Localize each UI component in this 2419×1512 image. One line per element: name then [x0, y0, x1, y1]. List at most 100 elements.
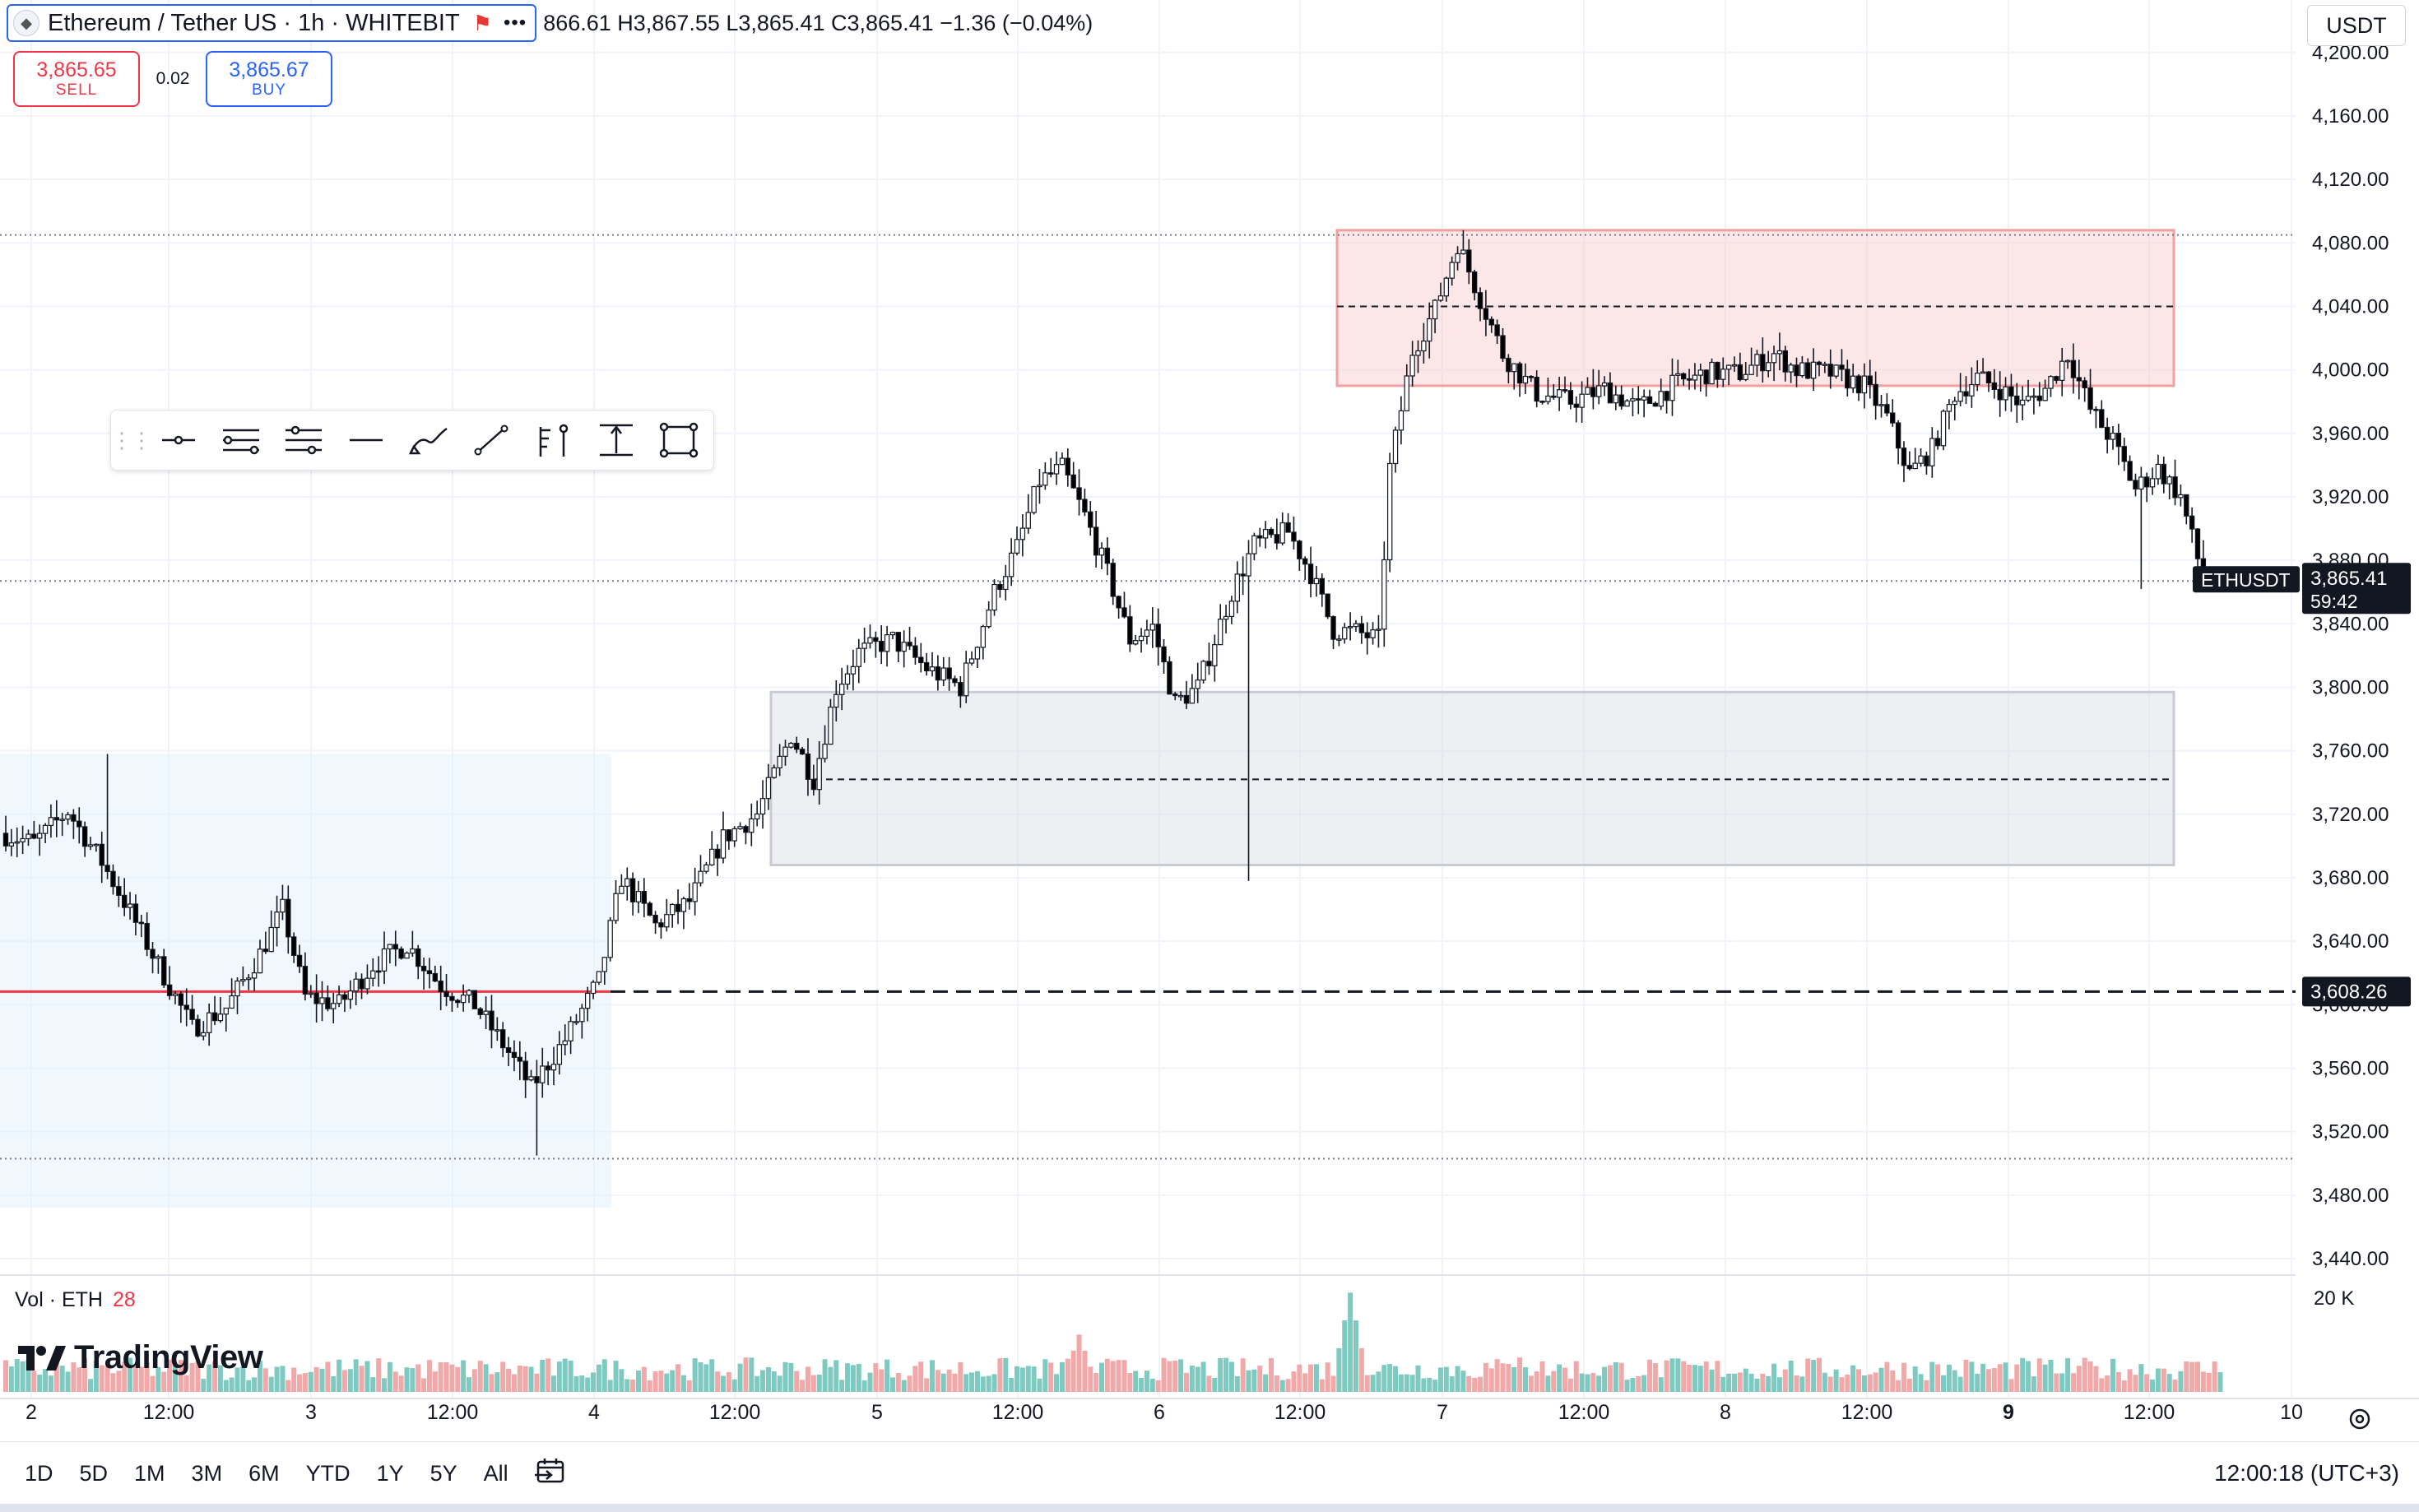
candle-body — [568, 1021, 573, 1041]
flag-icon[interactable]: ⚑ — [472, 10, 492, 35]
horizontal-line-icon[interactable] — [335, 410, 397, 470]
candle — [1709, 358, 1715, 385]
sell-button[interactable]: 3,865.65 SELL — [13, 51, 140, 107]
volume-bar — [1218, 1357, 1223, 1392]
range-all[interactable]: All — [483, 1460, 508, 1486]
brush-icon[interactable] — [397, 410, 460, 470]
candle-body — [986, 610, 991, 628]
settings-gear-icon[interactable] — [2349, 1408, 2370, 1430]
candle — [331, 992, 337, 1024]
volume-bar — [1223, 1357, 1229, 1392]
candle — [1551, 383, 1557, 400]
candle-body — [2025, 396, 2031, 401]
volume-bar — [760, 1370, 766, 1392]
candle-body — [1404, 375, 1409, 412]
volume-bar — [2026, 1361, 2031, 1392]
range-5y[interactable]: 5Y — [429, 1460, 457, 1486]
candle — [777, 744, 782, 777]
candle — [861, 627, 867, 663]
buy-label: BUY — [251, 81, 287, 99]
candle — [483, 996, 489, 1029]
candle — [1404, 364, 1409, 412]
volume-bar — [2200, 1371, 2206, 1392]
candle — [731, 826, 737, 847]
candle-body — [48, 817, 54, 826]
candle — [556, 1031, 563, 1075]
candle-body — [2042, 387, 2048, 401]
range-1y[interactable]: 1Y — [376, 1460, 404, 1486]
volume-bar — [82, 1357, 88, 1392]
range-3m[interactable]: 3M — [191, 1460, 223, 1486]
volume-bar — [1884, 1361, 1890, 1392]
currency-selector[interactable]: USDT — [2307, 5, 2406, 46]
candle-body — [997, 583, 1003, 591]
candle — [1646, 389, 1653, 405]
candle — [1257, 527, 1263, 547]
candle — [1884, 393, 1890, 417]
candle — [471, 990, 478, 1009]
clock[interactable]: 12:00:18 (UTC+3) — [2214, 1460, 2399, 1486]
price-tick: 3,720.00 — [2312, 804, 2389, 826]
candle-body — [223, 1007, 229, 1015]
trend-line-icon[interactable] — [460, 410, 522, 470]
rectangle-icon[interactable] — [648, 410, 710, 470]
time-axis: 2 12:00 3 12:00 4 12:00 5 12:00 6 12:00 7 12:00 8 12:… — [0, 1398, 2419, 1430]
price-tick: 3,640.00 — [2312, 930, 2389, 953]
price-range-icon[interactable] — [585, 410, 648, 470]
candle — [280, 884, 286, 921]
candle-body — [901, 642, 907, 652]
candle-body — [873, 637, 879, 642]
candle-body — [1522, 375, 1529, 384]
price-tick: 3,760.00 — [2312, 740, 2389, 763]
volume-bar — [907, 1375, 912, 1392]
fib-retracement-icon[interactable] — [272, 410, 335, 470]
volume-bar — [347, 1369, 353, 1392]
symbol-selector[interactable]: ◆ Ethereum / Tether US · 1h · WHITEBIT ⚑… — [7, 4, 537, 42]
candle-body — [1918, 455, 1924, 464]
drag-handle-icon[interactable]: ⋮⋮ — [111, 427, 152, 452]
candle-body — [2144, 476, 2150, 488]
candle-body — [206, 1012, 212, 1033]
volume-bar — [1776, 1377, 1782, 1392]
volume-bar — [1669, 1358, 1675, 1392]
candle — [1161, 638, 1167, 674]
candle-body — [709, 848, 715, 865]
volume-bar — [1997, 1364, 2003, 1392]
tradingview-logo[interactable]: TradingView — [16, 1339, 263, 1376]
candle — [2054, 375, 2059, 384]
more-icon[interactable]: ••• — [503, 12, 527, 34]
volume-bar — [1692, 1365, 1697, 1392]
candle-body — [2036, 395, 2042, 401]
volume-bar — [867, 1372, 873, 1392]
volume-bar — [471, 1369, 477, 1392]
range-1m[interactable]: 1M — [134, 1460, 165, 1486]
volume-bar — [2138, 1364, 2144, 1392]
date-range-icon[interactable] — [522, 1457, 581, 1491]
volume-bar — [1099, 1362, 1105, 1392]
candle-body — [2093, 408, 2099, 411]
candle — [635, 880, 642, 913]
range-5d[interactable]: 5D — [79, 1460, 109, 1486]
volume-bar — [991, 1374, 997, 1392]
candle-body — [183, 1004, 189, 1010]
candle-body — [1251, 535, 1257, 554]
candle — [1788, 362, 1794, 383]
range-ytd[interactable]: YTD — [305, 1460, 351, 1486]
candle — [156, 954, 161, 974]
candle-body — [680, 897, 687, 912]
candle — [432, 965, 439, 983]
buy-button[interactable]: 3,865.67 BUY — [206, 51, 332, 107]
range-6m[interactable]: 6M — [248, 1460, 280, 1486]
range-1d[interactable]: 1D — [25, 1460, 53, 1486]
candle — [629, 872, 636, 916]
parallel-channel-icon[interactable] — [210, 410, 272, 470]
candle — [1912, 448, 1918, 470]
eth-logo-icon: ◆ — [13, 10, 39, 36]
candle — [1342, 623, 1348, 644]
horizontal-ray-icon[interactable] — [147, 410, 210, 470]
volume-bar — [43, 1369, 49, 1392]
candle — [1590, 369, 1596, 410]
long-position-icon[interactable] — [522, 410, 585, 470]
candle — [1516, 361, 1523, 397]
